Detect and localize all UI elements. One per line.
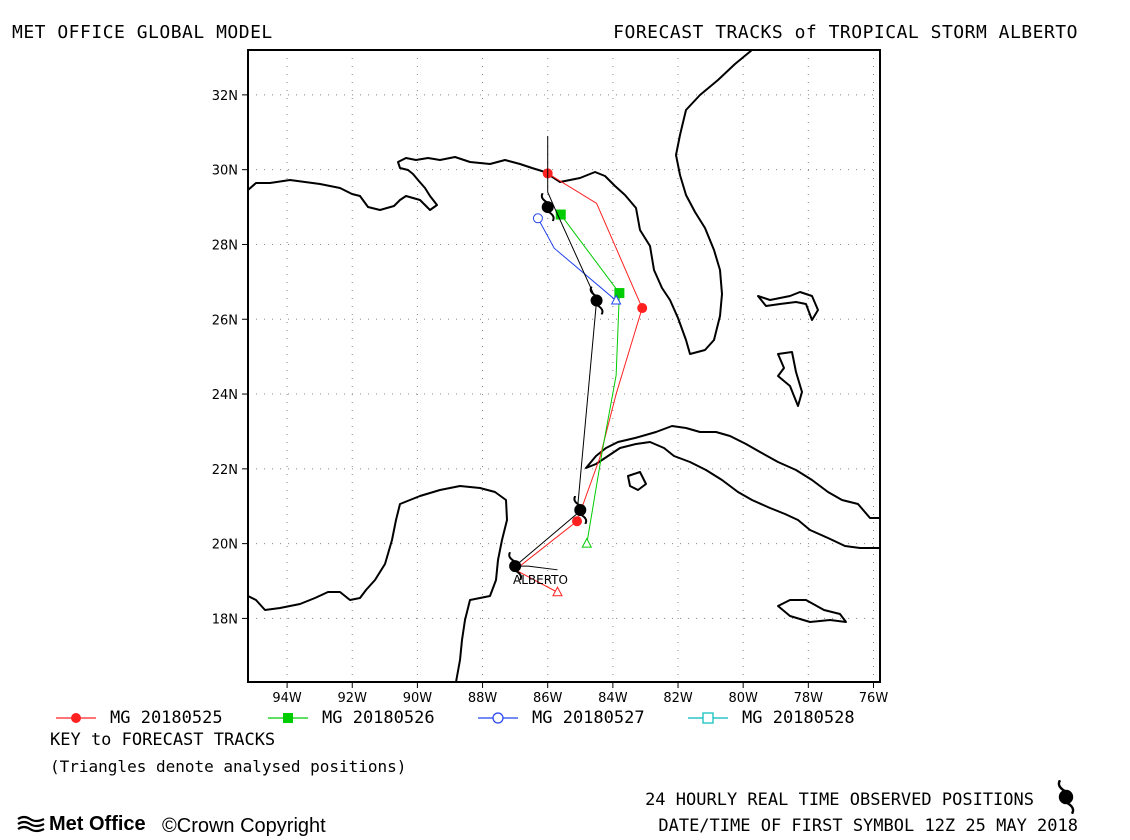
forecast-tracks xyxy=(514,168,648,597)
lon-tick-label: 86W xyxy=(533,691,563,706)
observed-track xyxy=(508,136,604,581)
mexico-coastline xyxy=(248,485,508,682)
storm-name-label: ALBERTO xyxy=(513,573,568,587)
jamaica-coastline xyxy=(777,599,847,623)
map-frame xyxy=(247,49,881,683)
key-note: (Triangles denote analysed positions) xyxy=(50,757,407,776)
forecast-position-marker xyxy=(572,516,583,527)
forecast-position-marker xyxy=(532,213,543,224)
lat-tick-label: 24N xyxy=(212,388,238,403)
legend-label: MG 20180527 xyxy=(532,708,645,728)
bahamas-islands xyxy=(757,291,819,321)
observed-position-icon xyxy=(540,193,555,222)
lon-tick-label: 88W xyxy=(468,691,498,706)
met-office-logo-icon xyxy=(17,815,45,833)
forecast-track-line xyxy=(514,172,643,593)
model-title: MET OFFICE GLOBAL MODEL xyxy=(12,22,273,43)
key-title: KEY to FORECAST TRACKS xyxy=(50,730,276,750)
forecast-track-line xyxy=(560,214,620,544)
copyright-icon: © xyxy=(162,815,177,837)
lat-tick-label: 32N xyxy=(212,89,238,104)
lon-tick-label: 90W xyxy=(403,691,433,706)
legend-label: MG 20180526 xyxy=(322,708,435,728)
lat-tick-label: 20N xyxy=(212,538,238,553)
forecast-track-line xyxy=(537,218,617,301)
axis-labels: 32N 30N 28N 26N 24N 22N 20N 18N 94W 92W 90W 88W 86W 8… xyxy=(212,89,889,706)
lon-tick-label: 82W xyxy=(663,691,693,706)
observed-positions-note: 24 HOURLY REAL TIME OBSERVED POSITIONS xyxy=(645,790,1034,810)
analysed-position-marker xyxy=(552,586,563,597)
chart-title: FORECAST TRACKS of TROPICAL STORM ALBERT… xyxy=(613,22,1078,43)
lat-tick-label: 18N xyxy=(212,612,238,627)
analysed-position-marker xyxy=(581,537,593,548)
lon-tick-label: 84W xyxy=(598,691,628,706)
lat-tick-label: 22N xyxy=(212,463,238,478)
lon-tick-label: 80W xyxy=(728,691,758,706)
lon-tick-label: 76W xyxy=(859,691,889,706)
andros-island xyxy=(777,351,803,407)
observed-track-line xyxy=(513,136,598,571)
forecast-position-marker xyxy=(637,303,648,314)
lon-tick-label: 94W xyxy=(272,691,302,706)
lon-tick-label: 92W xyxy=(338,691,368,706)
coastlines xyxy=(248,50,880,682)
us-coastline xyxy=(248,50,753,355)
lat-tick-label: 26N xyxy=(212,313,238,328)
hurricane-symbol-icon xyxy=(1057,780,1075,814)
copyright-notice: ©Crown Copyright xyxy=(162,815,326,838)
first-symbol-datetime: DATE/TIME OF FIRST SYMBOL 12Z 25 MAY 201… xyxy=(658,816,1078,836)
lon-tick-label: 78W xyxy=(794,691,824,706)
analysed-position-marker xyxy=(610,294,622,305)
met-office-logo: Met Office xyxy=(16,813,146,836)
lat-tick-label: 28N xyxy=(212,238,238,253)
copyright-text: Crown Copyright xyxy=(176,815,326,837)
forecast-position-marker xyxy=(614,288,625,299)
met-office-logo-text: Met Office xyxy=(49,813,146,835)
forecast-position-marker xyxy=(555,209,566,220)
cuba-coastline xyxy=(585,425,880,549)
legend-label: MG 20180525 xyxy=(110,708,223,728)
lat-tick-label: 30N xyxy=(212,164,238,179)
legend-label: MG 20180528 xyxy=(742,708,855,728)
lat-lon-grid xyxy=(248,50,880,682)
isle-of-youth xyxy=(627,471,647,491)
